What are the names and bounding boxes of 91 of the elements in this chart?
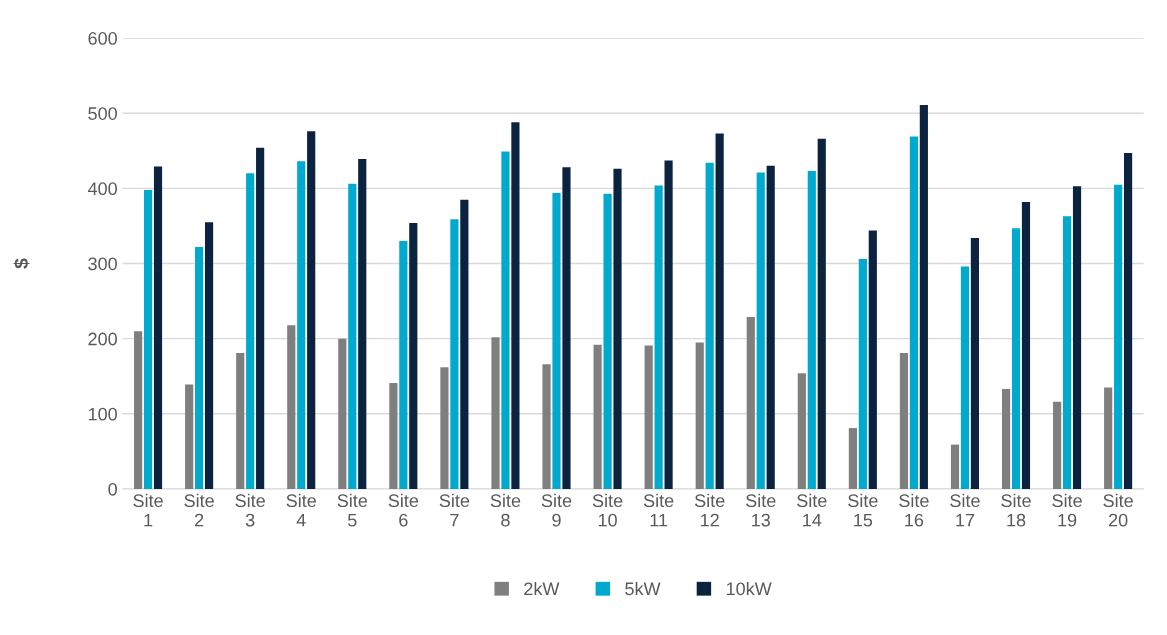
- bar: [797, 373, 806, 489]
- bar: [715, 133, 724, 489]
- x-tick-label: Site 8: [490, 493, 521, 527]
- bar: [287, 325, 296, 489]
- x-tick-label: Site 12: [694, 493, 725, 527]
- bar: [664, 160, 673, 489]
- bar: [409, 222, 418, 489]
- bar: [399, 240, 408, 489]
- bar: [153, 166, 163, 489]
- bar: [236, 352, 245, 489]
- bar: [1104, 387, 1113, 489]
- bar: [593, 344, 602, 489]
- bar: [654, 185, 663, 489]
- bar: [348, 183, 357, 489]
- x-tick-label: Site 17: [950, 493, 980, 527]
- bar: [848, 428, 857, 489]
- bar: [450, 219, 459, 489]
- x-tick-label: Site 6: [388, 493, 419, 527]
- bar: [562, 167, 571, 489]
- x-tick-label: Site 7: [439, 493, 470, 527]
- x-tick-label: Site 3: [235, 493, 265, 527]
- x-tick-label: Site 13: [746, 493, 776, 527]
- bar: [143, 189, 153, 489]
- y-tick-label: 100: [88, 407, 117, 421]
- bar: [1124, 153, 1133, 489]
- bar: [644, 345, 653, 489]
- y-tick-label: 400: [87, 182, 117, 196]
- bar: [389, 383, 398, 489]
- bar: [1053, 401, 1062, 489]
- bar: [297, 161, 306, 489]
- y-tick-label: 500: [88, 107, 117, 120]
- bar: [603, 193, 612, 489]
- bar: [695, 342, 704, 489]
- y-tick-label: 300: [88, 257, 117, 271]
- bar: [960, 266, 970, 489]
- bar: [909, 136, 918, 489]
- x-tick-label: Site 2: [184, 493, 214, 527]
- bar: [746, 316, 755, 489]
- bar: [868, 230, 877, 489]
- x-tick-label: Site 4: [286, 493, 316, 527]
- x-tick-label: Site 15: [848, 493, 878, 527]
- y-tick-label: 600: [88, 32, 117, 45]
- bar: [134, 331, 143, 489]
- bar: [542, 364, 551, 489]
- legend-label: 5kW: [625, 581, 661, 596]
- x-tick-label: Site 11: [643, 493, 674, 527]
- bar: [705, 162, 714, 489]
- x-tick-label: Site 10: [592, 493, 623, 527]
- y-tick-label: 0: [108, 482, 117, 496]
- bar: [246, 173, 255, 489]
- legend-label: 2kW: [524, 581, 560, 596]
- bar: [491, 337, 500, 489]
- bar: [185, 384, 194, 489]
- bar: [358, 159, 367, 489]
- y-axis-title: $: [13, 258, 30, 269]
- bar: [807, 171, 816, 489]
- x-tick-label: Site 1: [133, 493, 163, 527]
- bar: [899, 352, 909, 489]
- bar: [307, 131, 316, 489]
- bar: [817, 138, 826, 489]
- bar: [338, 338, 347, 489]
- bar: [256, 147, 265, 489]
- bar: [195, 246, 204, 489]
- bar: [766, 165, 775, 489]
- legend-label: 10kW: [726, 581, 772, 596]
- bar: [501, 151, 510, 489]
- bar: [460, 199, 469, 489]
- x-tick-label: Site 19: [1052, 493, 1082, 527]
- bar: [919, 104, 928, 489]
- x-tick-label: Site 5: [337, 493, 368, 527]
- bar: [858, 259, 867, 489]
- bar: [552, 192, 561, 489]
- bar: [1072, 186, 1082, 489]
- bar: [1011, 228, 1021, 489]
- x-tick-label: Site 20: [1103, 493, 1133, 527]
- bar: [1062, 216, 1072, 489]
- bar: [1001, 389, 1011, 489]
- x-tick-label: Site 9: [541, 493, 572, 527]
- bar: [756, 172, 765, 489]
- bar: [511, 122, 520, 489]
- bar: [613, 168, 622, 489]
- bar: [970, 237, 979, 489]
- x-tick-label: Site 14: [797, 493, 827, 527]
- bar: [1021, 201, 1031, 489]
- x-tick-label: Site 18: [1001, 493, 1031, 527]
- bar: [1114, 184, 1123, 489]
- bar: [204, 222, 214, 489]
- x-tick-label: Site 16: [899, 493, 929, 527]
- bar: [440, 367, 449, 489]
- bar: [950, 444, 960, 489]
- y-tick-label: 200: [88, 332, 117, 346]
